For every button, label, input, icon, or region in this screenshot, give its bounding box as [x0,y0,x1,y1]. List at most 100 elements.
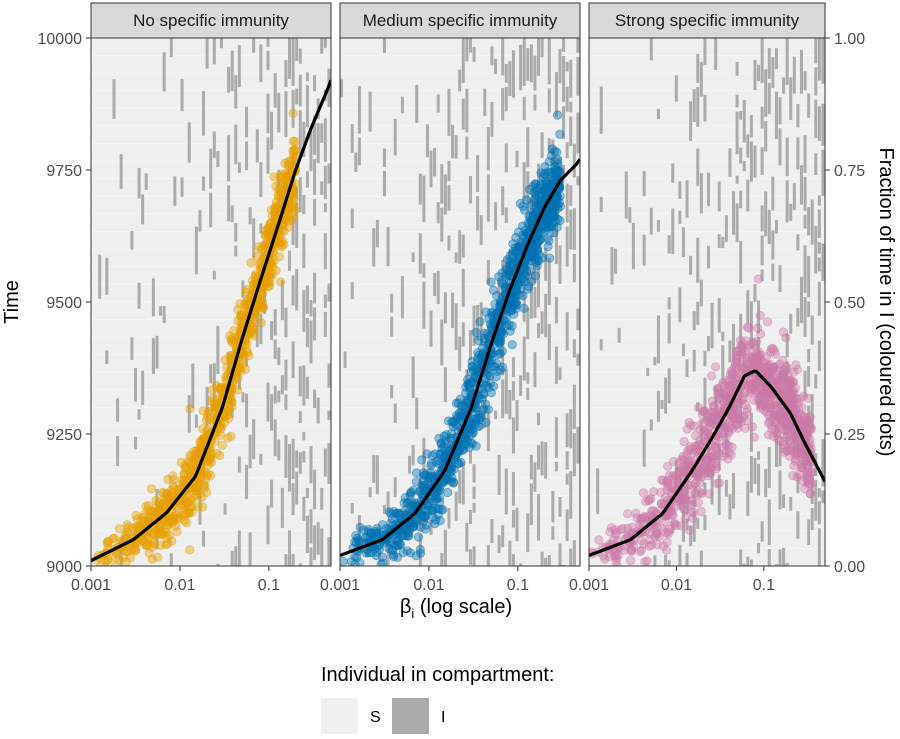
data-point [468,427,478,437]
data-point [233,304,243,315]
data-point [358,525,369,535]
data-point [207,385,218,395]
data-point [742,322,753,332]
data-point [177,475,187,485]
data-point [355,558,365,566]
y-tick-label-right: 0.75 [834,163,865,180]
legend-key-i [392,698,429,735]
data-point [721,387,731,397]
data-point [402,497,413,508]
x-tick-label: 0.01 [164,577,195,594]
data-point [685,456,696,466]
data-point [784,436,794,447]
data-point [663,461,673,471]
data-point [411,477,421,487]
data-point [530,271,541,281]
data-point [411,551,421,561]
data-point [555,129,565,139]
data-point [658,541,668,551]
data-point [480,399,491,409]
data-point [290,137,300,147]
data-point [198,424,208,434]
panel-2: Medium specific immunity [339,2,581,567]
data-point [475,317,485,327]
data-point [544,236,554,246]
data-point [467,439,477,449]
data-point [147,554,157,564]
data-point [236,365,246,376]
data-point [763,369,773,379]
data-point [623,509,633,519]
data-point [644,495,654,505]
data-point [674,467,684,477]
data-point [464,381,475,391]
data-point [193,502,203,512]
x-tick-label: 0.1 [507,577,529,594]
data-point [742,404,753,414]
data-point [518,291,528,301]
facet-strip [90,2,332,39]
data-point [168,480,178,490]
data-point [443,416,454,426]
data-point [696,506,706,517]
data-point [488,381,499,391]
data-point [207,406,218,416]
y-tick-label-left: 9750 [46,163,82,180]
data-point [752,356,762,367]
data-point [693,498,703,508]
data-point [384,543,394,554]
data-point [759,396,769,406]
data-point [504,320,514,330]
data-point [417,455,427,465]
x-tick-label: 0.001 [569,577,609,594]
panel-1: No specific immunity [90,2,332,567]
data-point [688,513,698,523]
data-point [150,528,160,538]
data-point [724,448,734,458]
data-point [353,535,364,546]
data-point [283,157,293,167]
data-point [274,252,284,262]
y-tick-label-left: 9000 [46,559,82,576]
data-point [786,395,796,405]
data-point [685,525,695,535]
facet-title: No specific immunity [133,11,289,30]
data-point [114,524,125,534]
data-point [661,528,672,538]
x-tick-label: 0.001 [320,577,360,594]
data-point [435,516,445,526]
x-tick-label: 0.1 [258,577,280,594]
data-point [286,202,296,212]
data-point [679,436,689,447]
y-tick-label-right: 1.00 [834,31,865,48]
data-point [217,440,227,450]
data-point [392,535,403,546]
x-axis-label: βi (log scale) [400,596,512,621]
legend-label-s: S [370,709,381,726]
data-point [755,310,765,321]
data-point [507,340,517,350]
data-point [506,306,516,316]
data-point [770,402,780,412]
data-point [522,284,532,294]
data-point [479,333,489,344]
data-point [488,285,499,295]
data-point [268,269,278,279]
data-point [442,487,453,498]
data-point [714,478,724,488]
data-point [637,517,647,528]
x-axis-panel-3: 0.001 0.01 0.1 [569,566,775,594]
data-point [647,506,657,516]
data-point [550,161,560,172]
data-point [176,457,186,467]
data-point [185,503,195,513]
data-point [545,180,556,190]
data-point [710,362,721,372]
data-point [195,437,205,447]
data-point [683,446,693,456]
data-point [436,439,446,449]
data-point [594,535,604,545]
data-point [618,523,628,534]
data-point [421,511,431,521]
